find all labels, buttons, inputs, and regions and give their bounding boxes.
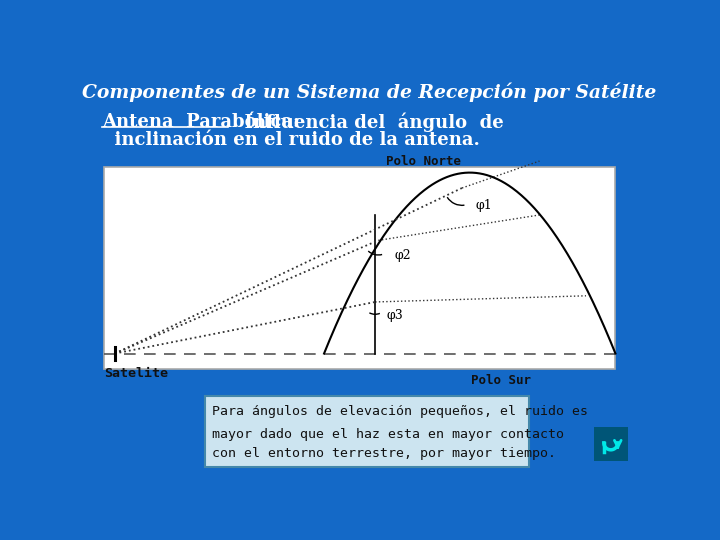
Text: φ1: φ1 — [475, 199, 492, 212]
Text: Polo Sur: Polo Sur — [471, 374, 531, 387]
Text: con el entorno terrestre, por mayor tiempo.: con el entorno terrestre, por mayor tiem… — [212, 447, 557, 460]
Bar — [594, 428, 628, 461]
Text: Polo Norte: Polo Norte — [386, 156, 461, 168]
Text: mayor dado que el haz esta en mayor contacto: mayor dado que el haz esta en mayor cont… — [212, 428, 564, 441]
Text: inclinación en el ruido de la antena.: inclinación en el ruido de la antena. — [102, 131, 480, 149]
Text: Antena  Parabólica:: Antena Parabólica: — [102, 113, 300, 131]
Text: φ2: φ2 — [395, 249, 411, 262]
Text: Para ángulos de elevación pequeños, el ruido es: Para ángulos de elevación pequeños, el r… — [212, 405, 588, 418]
Bar — [204, 396, 528, 467]
Bar — [104, 167, 616, 369]
Text: Influencia del  ángulo  de: Influencia del ángulo de — [232, 112, 503, 132]
Text: Componentes de un Sistema de Recepción por Satélite: Componentes de un Sistema de Recepción p… — [82, 83, 656, 102]
Text: Satelite: Satelite — [104, 367, 168, 380]
Text: φ3: φ3 — [387, 308, 404, 321]
